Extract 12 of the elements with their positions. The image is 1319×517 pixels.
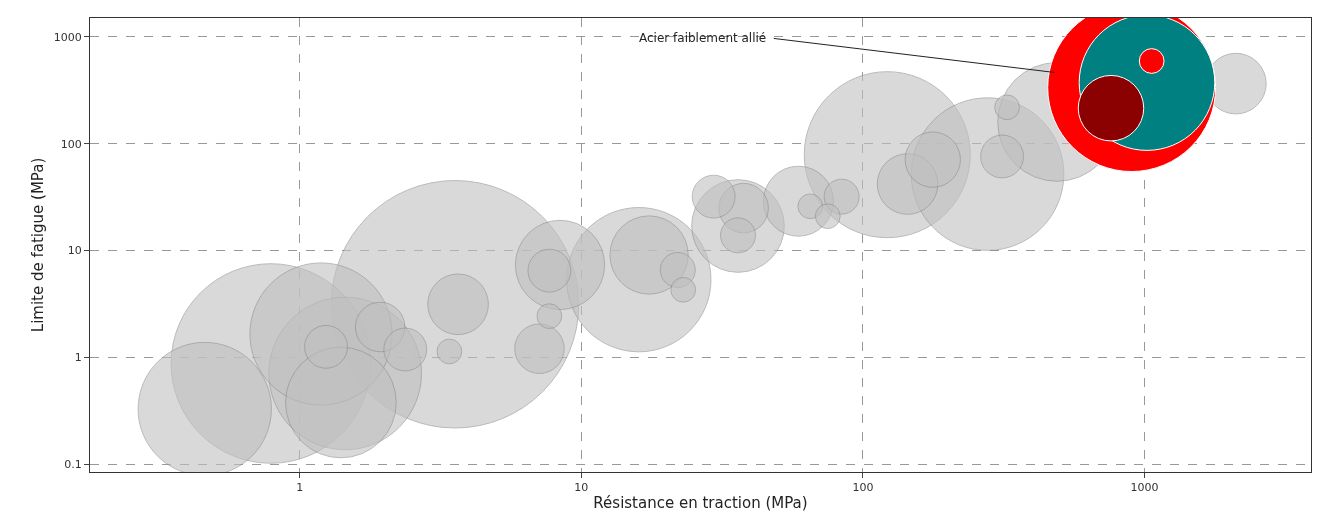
x-tick-label: 1 xyxy=(296,481,304,495)
x-tick-label: 100 xyxy=(852,481,874,495)
x-tick-label: 10 xyxy=(574,481,589,495)
y-tick-label: 10 xyxy=(67,244,82,258)
y-tick-label: 1 xyxy=(74,351,82,365)
y-tick-label: 0.1 xyxy=(64,458,82,472)
y-tick-label: 1000 xyxy=(53,30,82,44)
y-tick-label: 100 xyxy=(60,137,82,151)
y-axis-title: Limite de fatigue (MPa) xyxy=(29,157,48,333)
x-tick-label: 1000 xyxy=(1130,481,1159,495)
annotation: Acier faiblement allié xyxy=(639,31,767,45)
x-axis-title: Résistance en traction (MPa) xyxy=(593,494,808,513)
